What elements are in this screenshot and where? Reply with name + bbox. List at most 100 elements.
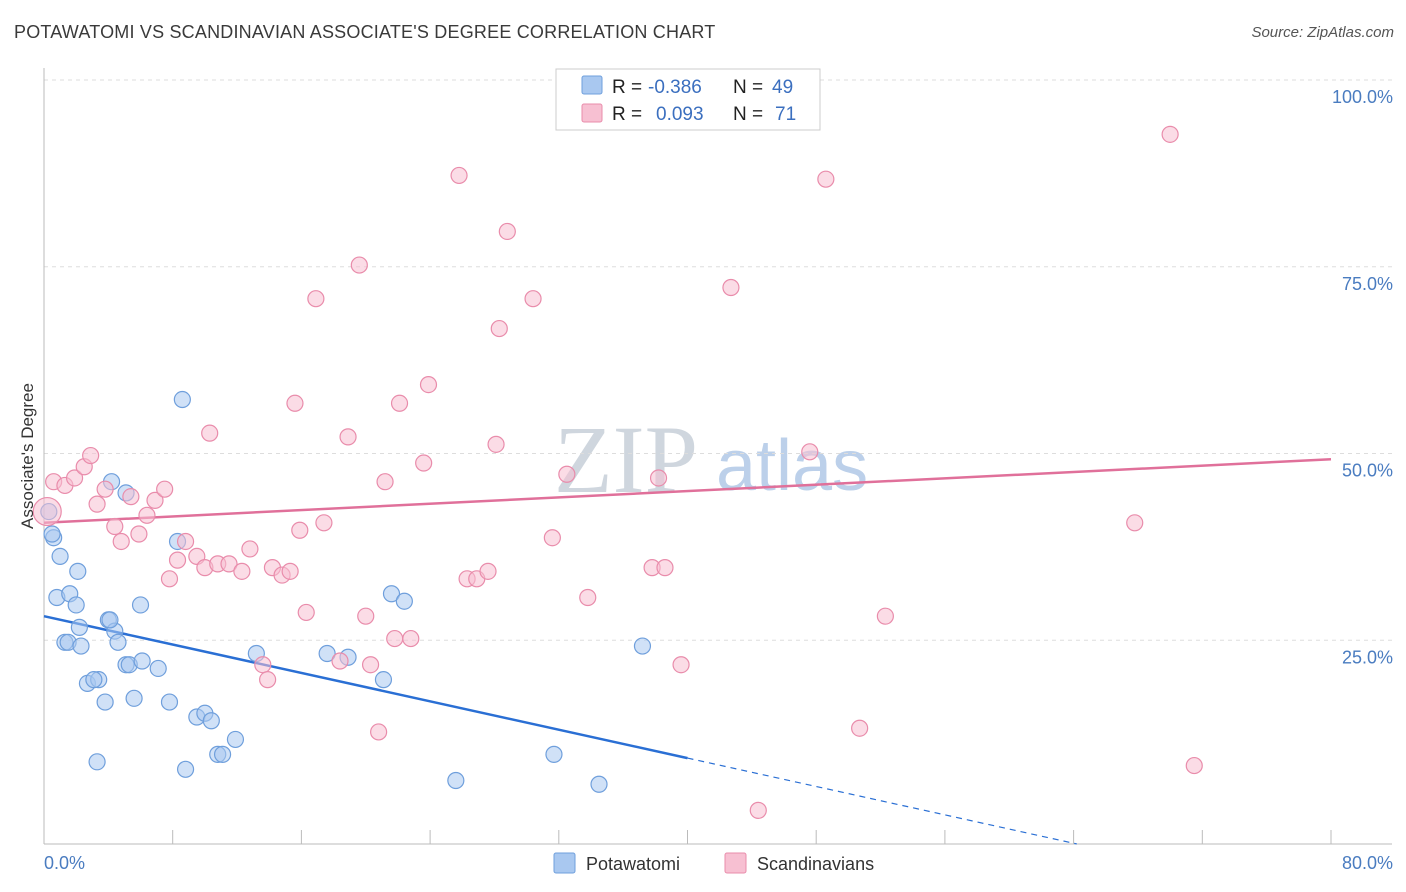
point-potawatomi: [70, 618, 88, 636]
point-scandinavians: [138, 506, 156, 524]
point-scandinavians: [361, 656, 380, 674]
point-potawatomi: [226, 730, 245, 749]
x-tick-label-min: 0.0%: [44, 853, 85, 873]
bottom-legend-swatch-potawatomi: [553, 852, 576, 874]
point-scandinavians: [32, 496, 62, 527]
y-tick-label: 50.0%: [1342, 461, 1393, 481]
point-scandinavians: [419, 375, 438, 394]
point-scandinavians: [672, 656, 690, 674]
legend-r-label-scandinavians: R =: [612, 104, 642, 125]
point-scandinavians: [339, 428, 357, 446]
point-potawatomi: [545, 745, 563, 763]
point-scandinavians: [386, 629, 404, 648]
point-scandinavians: [112, 532, 130, 551]
trend-line-potawatomi: [43, 614, 688, 760]
point-scandinavians: [168, 551, 187, 569]
point-scandinavians: [241, 540, 259, 558]
legend-n-value-scandinavians: 71: [775, 104, 796, 125]
legend-n-label-scandinavians: N =: [733, 104, 763, 125]
point-scandinavians: [297, 603, 315, 622]
source-credit: Source: ZipAtlas.com: [1251, 24, 1394, 41]
y-tick-label: 75.0%: [1342, 274, 1393, 294]
point-scandinavians: [291, 521, 309, 539]
point-scandinavians: [233, 562, 251, 580]
point-potawatomi: [318, 644, 336, 663]
point-potawatomi: [160, 693, 179, 711]
point-potawatomi: [633, 637, 652, 655]
point-scandinavians: [82, 446, 100, 465]
point-potawatomi: [109, 633, 127, 651]
legend-r-value-potawatomi: -0.386: [648, 77, 702, 98]
point-scandinavians: [649, 469, 668, 487]
point-scandinavians: [415, 454, 433, 472]
axes: [43, 68, 1392, 845]
data-points: [32, 125, 1203, 819]
point-scandinavians: [543, 529, 561, 547]
legend: R = -0.386 N = 49 R = 0.093 N = 71: [555, 68, 821, 131]
point-potawatomi: [43, 525, 61, 543]
point-scandinavians: [524, 290, 542, 308]
y-tick-labels: 25.0% 50.0% 75.0% 100.0%: [1332, 87, 1393, 667]
point-scandinavians: [479, 562, 497, 580]
point-scandinavians: [722, 278, 740, 297]
point-scandinavians: [130, 525, 148, 543]
point-scandinavians: [487, 435, 505, 453]
point-potawatomi: [149, 659, 167, 678]
point-potawatomi: [173, 390, 191, 409]
point-scandinavians: [1185, 756, 1203, 775]
point-scandinavians: [558, 465, 576, 483]
point-potawatomi: [382, 585, 401, 603]
point-scandinavians: [498, 222, 516, 241]
point-potawatomi: [101, 611, 119, 629]
point-scandinavians: [357, 607, 375, 625]
trend-line-potawatomi-extrapolated: [687, 757, 1077, 845]
point-potawatomi: [176, 760, 195, 778]
point-scandinavians: [96, 480, 114, 498]
point-scandinavians: [1161, 125, 1179, 143]
point-scandinavians: [749, 801, 767, 819]
point-potawatomi: [85, 671, 103, 689]
bottom-legend-label-scandinavians: Scandinavians: [757, 854, 874, 874]
point-potawatomi: [88, 753, 106, 771]
y-tick-label: 25.0%: [1342, 647, 1393, 667]
point-scandinavians: [106, 517, 124, 536]
trend-lines: [43, 458, 1332, 845]
point-scandinavians: [259, 671, 277, 689]
point-scandinavians: [817, 170, 835, 188]
watermark-atlas: atlas: [716, 426, 868, 506]
legend-swatch-potawatomi: [581, 75, 603, 95]
y-axis-label: Associate's Degree: [18, 383, 37, 529]
point-scandinavians: [220, 555, 238, 573]
point-scandinavians: [122, 488, 140, 506]
point-potawatomi: [72, 637, 90, 655]
point-scandinavians: [350, 256, 368, 274]
x-tick-label-max: 80.0%: [1342, 853, 1393, 873]
point-scandinavians: [156, 480, 174, 498]
point-scandinavians: [286, 394, 304, 412]
point-scandinavians: [146, 491, 164, 509]
bottom-legend: Potawatomi Scandinavians: [553, 852, 874, 874]
point-potawatomi: [69, 562, 87, 580]
point-potawatomi: [374, 671, 393, 689]
point-potawatomi: [96, 693, 114, 711]
point-scandinavians: [281, 562, 299, 580]
point-scandinavians: [331, 652, 349, 670]
point-scandinavians: [370, 723, 388, 741]
point-scandinavians: [450, 166, 468, 185]
point-scandinavians: [254, 656, 272, 674]
point-potawatomi: [125, 689, 143, 707]
point-potawatomi: [133, 652, 151, 670]
point-scandinavians: [307, 290, 325, 308]
legend-n-value-potawatomi: 49: [772, 77, 793, 98]
point-scandinavians: [656, 559, 674, 577]
point-scandinavians: [390, 394, 409, 412]
point-scandinavians: [201, 424, 219, 442]
point-scandinavians: [176, 532, 195, 551]
point-potawatomi: [447, 771, 465, 790]
point-scandinavians: [579, 588, 597, 607]
point-potawatomi: [202, 712, 220, 730]
y-tick-label: 100.0%: [1332, 87, 1393, 107]
legend-r-label-potawatomi: R =: [612, 77, 642, 98]
bottom-legend-swatch-scandinavians: [724, 852, 747, 874]
